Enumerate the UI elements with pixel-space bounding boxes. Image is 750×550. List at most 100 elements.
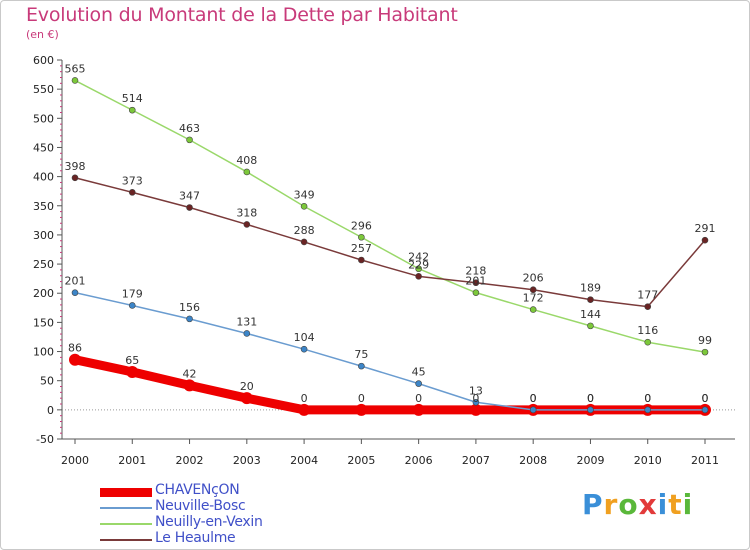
data-label: 291 (695, 222, 716, 235)
data-label: 288 (294, 224, 315, 237)
data-label: 0 (702, 392, 709, 405)
data-point (300, 345, 308, 353)
legend-label: CHAVENçON (155, 482, 240, 498)
data-label: 144 (580, 308, 601, 321)
logo-letter: r (603, 488, 619, 521)
data-label: 242 (408, 251, 429, 264)
legend-swatch (100, 507, 152, 509)
data-point (71, 174, 79, 182)
data-label: 229 (408, 258, 429, 271)
data-label: 0 (472, 392, 479, 405)
data-point (186, 136, 193, 144)
data-label: 0 (644, 392, 651, 405)
data-label: 20 (240, 380, 254, 393)
data-label: 189 (580, 282, 601, 295)
data-point (243, 330, 251, 337)
chart-subtitle: (en €) (26, 28, 59, 41)
data-label: 398 (65, 160, 86, 173)
data-label: 0 (358, 392, 365, 405)
data-point (701, 406, 709, 414)
legend-label: Le Heaulme (155, 530, 236, 546)
data-label: 104 (294, 331, 315, 344)
legend-swatch (100, 523, 152, 525)
data-label: 156 (179, 301, 200, 314)
y-tick-label: 600 (33, 54, 54, 67)
data-label: 131 (236, 315, 257, 328)
y-tick-label: 400 (33, 171, 54, 184)
data-label: 86 (68, 342, 82, 355)
logo-letter: x (638, 488, 658, 521)
chart-title: Evolution du Montant de la Dette par Hab… (26, 4, 458, 26)
data-point (412, 403, 425, 416)
axes: -500501001502002503003504004505005506002… (33, 54, 735, 467)
data-label: 0 (587, 392, 594, 405)
x-tick-label: 2007 (462, 454, 490, 467)
data-label: 75 (354, 348, 368, 361)
data-point (358, 256, 365, 264)
data-label: 218 (465, 265, 486, 278)
data-label: 0 (530, 392, 537, 405)
data-point (701, 236, 709, 244)
data-label: 172 (523, 292, 544, 305)
legend-label: Neuville-Bosc (155, 498, 246, 514)
proxiti-logo: Proxiti (582, 488, 693, 521)
x-tick-label: 2005 (347, 454, 375, 467)
data-point (183, 379, 196, 392)
data-point (128, 302, 136, 309)
data-point (298, 403, 311, 416)
data-label: 565 (65, 62, 86, 75)
y-tick-label: 450 (33, 141, 54, 154)
data-label: 318 (236, 206, 257, 219)
data-point (186, 315, 193, 323)
data-label: 179 (122, 287, 143, 300)
x-tick-label: 2004 (290, 454, 318, 467)
x-tick-label: 2008 (519, 454, 547, 467)
data-label: 463 (179, 122, 200, 135)
legend-swatch (100, 487, 152, 497)
data-label: 349 (294, 188, 315, 201)
data-label: 257 (351, 242, 372, 255)
data-label: 13 (469, 384, 483, 397)
x-tick-label: 2009 (576, 454, 604, 467)
data-point (358, 362, 365, 370)
data-point (472, 398, 480, 406)
y-tick-label: 100 (33, 346, 54, 359)
data-point (355, 403, 368, 416)
data-point (358, 233, 365, 241)
y-tick-label: -50 (36, 433, 54, 446)
data-label: 116 (637, 324, 658, 337)
data-point (128, 189, 136, 196)
y-tick-label: 200 (33, 287, 54, 300)
series-layer (69, 77, 711, 416)
logo-letter: P (582, 488, 604, 521)
data-label: 99 (698, 334, 712, 347)
data-point (243, 221, 251, 228)
data-point (71, 77, 79, 84)
y-tick-label: 50 (40, 375, 54, 388)
y-tick-label: 300 (33, 229, 54, 242)
series-line-1 (74, 291, 706, 411)
data-label: 0 (587, 392, 594, 405)
data-label: 347 (179, 190, 200, 203)
logo-letter: o (618, 488, 639, 521)
data-point (587, 406, 594, 414)
data-point (529, 286, 537, 294)
y-tick-label: 0 (47, 404, 54, 417)
x-tick-label: 2001 (118, 454, 146, 467)
y-tick-label: 350 (33, 200, 54, 213)
x-tick-label: 2003 (233, 454, 261, 467)
data-label: 514 (122, 92, 143, 105)
data-label: 0 (644, 392, 651, 405)
data-point (472, 289, 480, 296)
data-point (469, 403, 482, 416)
data-label: 0 (530, 392, 537, 405)
data-point (529, 306, 537, 313)
data-point (472, 279, 480, 287)
data-point (300, 238, 308, 246)
logo-letter: i (682, 488, 694, 521)
data-point (701, 348, 709, 356)
y-tick-label: 500 (33, 112, 54, 125)
data-point (415, 273, 422, 280)
